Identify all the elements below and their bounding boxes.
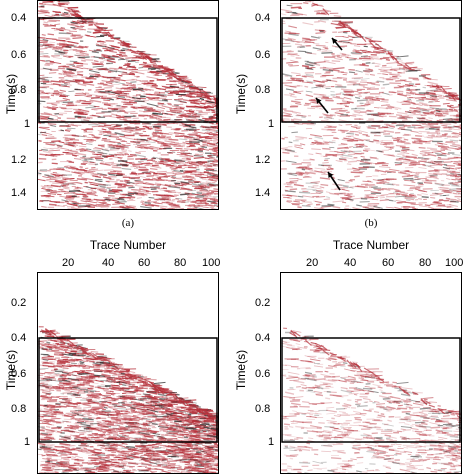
x-tick-c-4: 80 <box>174 257 187 269</box>
y-tick-b-4: 1 <box>268 118 275 130</box>
y-tick-a-3: 0.8 <box>11 84 27 96</box>
y-tick-d-5: 1 <box>268 436 275 448</box>
seismic-image-c <box>37 272 219 474</box>
caption-b: (b) <box>364 217 378 229</box>
x-tick-c-1: 20 <box>62 257 75 269</box>
x-tick-c-5: 100 <box>202 257 221 269</box>
arrow-icon <box>315 97 329 114</box>
x-tick-d-1: 20 <box>306 257 319 269</box>
x-tick-c-3: 60 <box>138 257 151 269</box>
y-tick-b-3: 0.8 <box>255 84 271 96</box>
y-tick-c-1: 0.2 <box>11 297 27 309</box>
arrow-icon <box>331 37 343 51</box>
seismic-image-d <box>280 272 462 474</box>
y-tick-b-6: 1.4 <box>255 187 271 199</box>
seismic-image-b <box>280 0 462 210</box>
window-box <box>38 17 218 123</box>
y-tick-d-2: 0.4 <box>255 332 271 344</box>
y-tick-a-2: 0.6 <box>11 49 27 61</box>
y-tick-d-4: 0.8 <box>255 403 271 415</box>
seismic-traces <box>37 325 219 474</box>
y-tick-d-1: 0.2 <box>255 297 271 309</box>
y-tick-a-4: 1 <box>24 118 31 130</box>
y-tick-c-5: 1 <box>24 436 31 448</box>
x-tick-d-2: 40 <box>344 257 357 269</box>
x-tick-d-5: 100 <box>445 257 464 269</box>
y-tick-c-3: 0.6 <box>11 368 27 380</box>
y-tick-b-5: 1.2 <box>255 154 271 166</box>
window-box <box>38 337 218 443</box>
window-box <box>281 17 461 123</box>
x-axis-title-c: Trace Number <box>89 238 167 252</box>
y-tick-a-6: 1.4 <box>11 187 27 199</box>
y-tick-c-2: 0.4 <box>11 332 27 344</box>
y-tick-b-1: 0.4 <box>255 12 271 24</box>
window-box <box>281 337 461 443</box>
caption-a: (a) <box>121 217 135 229</box>
y-tick-a-1: 0.4 <box>11 12 27 24</box>
y-tick-d-3: 0.6 <box>255 368 271 380</box>
seismic-image-a <box>37 0 219 210</box>
x-axis-title-d: Trace Number <box>332 238 410 252</box>
y-axis-label-d: Time(s) <box>234 349 248 391</box>
y-tick-c-4: 0.8 <box>11 403 27 415</box>
x-tick-c-2: 40 <box>102 257 115 269</box>
y-axis-label-b: Time(s) <box>234 73 248 115</box>
seismic-traces <box>280 327 462 474</box>
x-tick-d-4: 80 <box>419 257 432 269</box>
seismic-traces <box>280 0 462 210</box>
y-tick-a-5: 1.2 <box>11 154 27 166</box>
y-tick-b-2: 0.6 <box>255 49 271 61</box>
arrow-icon <box>327 171 341 191</box>
x-tick-d-3: 60 <box>382 257 395 269</box>
